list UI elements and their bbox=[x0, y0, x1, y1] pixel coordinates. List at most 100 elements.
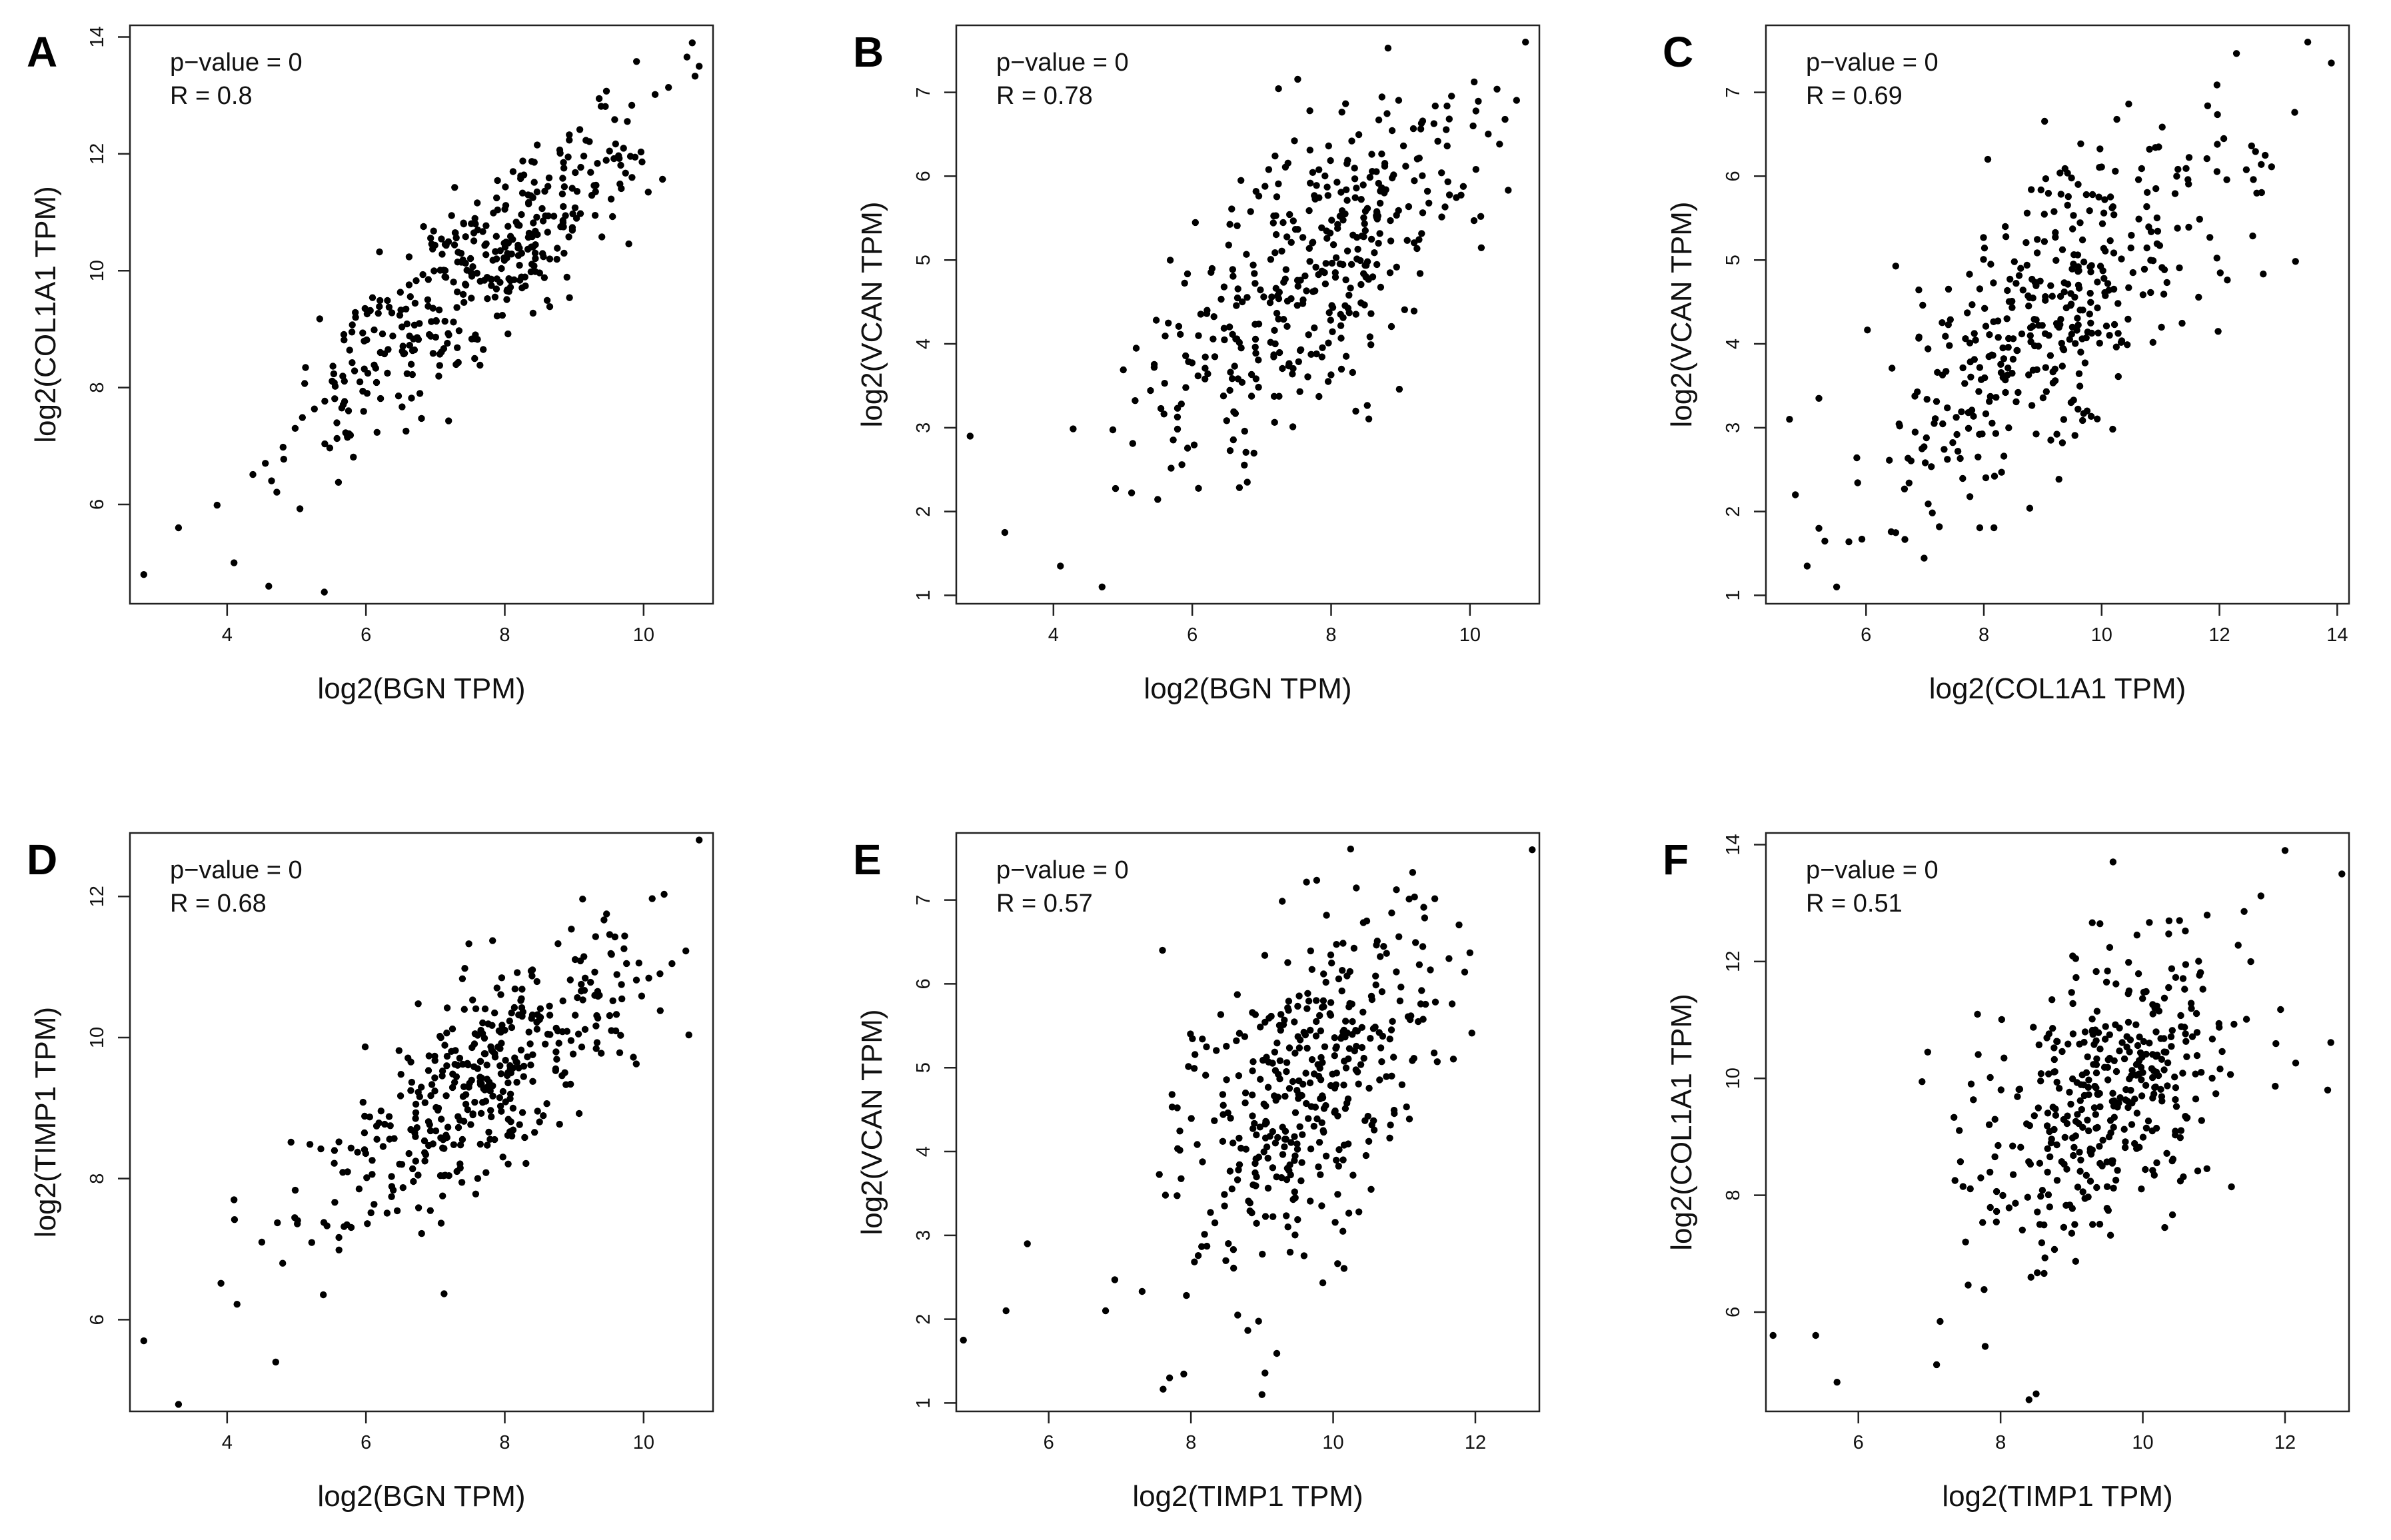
data-point bbox=[2138, 1076, 2145, 1084]
data-point bbox=[2327, 1039, 2334, 1046]
data-point bbox=[560, 183, 568, 191]
data-point bbox=[1957, 454, 1964, 462]
data-point bbox=[2100, 1064, 2108, 1071]
data-point bbox=[1992, 394, 2000, 401]
data-point bbox=[1168, 1091, 1176, 1098]
data-point bbox=[418, 1229, 425, 1237]
data-point bbox=[323, 1222, 331, 1229]
data-point bbox=[1340, 1082, 1347, 1089]
data-point bbox=[376, 303, 383, 311]
data-point bbox=[2125, 987, 2133, 995]
data-point bbox=[1374, 212, 1381, 220]
data-point bbox=[2004, 344, 2012, 351]
data-point bbox=[2074, 181, 2082, 188]
data-point bbox=[560, 159, 567, 166]
data-point bbox=[2214, 328, 2222, 335]
data-point bbox=[576, 210, 584, 217]
data-point bbox=[1219, 392, 1227, 400]
data-point bbox=[528, 1011, 536, 1019]
data-point bbox=[2048, 293, 2056, 300]
data-point bbox=[516, 222, 523, 229]
data-point bbox=[421, 1157, 428, 1165]
data-point bbox=[1293, 277, 1301, 284]
data-point bbox=[2152, 144, 2159, 151]
data-point bbox=[1273, 309, 1281, 317]
data-point bbox=[231, 559, 238, 566]
data-point bbox=[1188, 1115, 1195, 1122]
data-point bbox=[2070, 1152, 2077, 1159]
data-point bbox=[386, 1136, 393, 1143]
data-point bbox=[1293, 1140, 1301, 1148]
data-point bbox=[1281, 1136, 1289, 1143]
data-point bbox=[2078, 236, 2086, 244]
data-point bbox=[1377, 283, 1385, 291]
data-point bbox=[1433, 1058, 1441, 1066]
data-point bbox=[1393, 263, 1400, 271]
data-point bbox=[1901, 485, 1909, 492]
data-point bbox=[1309, 169, 1317, 176]
data-point bbox=[2075, 285, 2083, 292]
data-point bbox=[2002, 376, 2009, 384]
data-point bbox=[1393, 968, 1400, 976]
data-point bbox=[1472, 107, 1479, 115]
data-point bbox=[453, 1167, 460, 1175]
data-point bbox=[2060, 416, 2068, 423]
data-point bbox=[1430, 120, 1437, 127]
data-point bbox=[331, 1147, 339, 1154]
data-point bbox=[1264, 1184, 1272, 1192]
data-point bbox=[482, 240, 490, 247]
data-point bbox=[1991, 1153, 1998, 1161]
data-point bbox=[1276, 1057, 1284, 1065]
data-point bbox=[429, 350, 437, 357]
data-point bbox=[1493, 85, 1501, 93]
data-point bbox=[1226, 1167, 1234, 1175]
y-tick-label: 10 bbox=[87, 260, 108, 281]
data-point bbox=[426, 1121, 433, 1128]
data-point bbox=[2234, 942, 2242, 949]
data-point bbox=[2096, 1220, 2104, 1228]
data-point bbox=[506, 283, 514, 291]
data-point bbox=[1289, 365, 1297, 373]
data-point bbox=[410, 346, 418, 354]
data-point bbox=[616, 1049, 624, 1057]
data-point bbox=[1251, 335, 1259, 343]
data-point bbox=[1845, 538, 1853, 546]
data-point bbox=[492, 233, 500, 240]
data-point bbox=[2025, 303, 2032, 310]
data-point bbox=[1242, 1146, 1250, 1153]
data-point bbox=[421, 1099, 428, 1106]
data-point bbox=[2026, 504, 2034, 512]
data-point bbox=[2058, 439, 2066, 446]
data-point bbox=[2041, 330, 2049, 337]
data-point bbox=[2074, 315, 2081, 322]
plot-frame bbox=[955, 832, 1541, 1413]
data-point bbox=[1243, 294, 1251, 301]
data-point bbox=[1294, 75, 1301, 83]
data-point bbox=[2058, 1158, 2065, 1165]
data-point bbox=[412, 1115, 419, 1122]
data-point bbox=[1249, 1092, 1256, 1099]
data-point bbox=[1191, 1258, 1198, 1265]
data-point bbox=[2083, 407, 2091, 414]
data-point bbox=[558, 190, 566, 198]
data-point bbox=[2163, 279, 2170, 287]
data-point bbox=[431, 1052, 438, 1060]
data-point bbox=[2039, 394, 2047, 402]
data-point bbox=[514, 969, 521, 976]
data-point bbox=[2182, 961, 2190, 968]
data-point bbox=[1233, 294, 1241, 302]
data-point bbox=[2074, 405, 2082, 413]
data-point bbox=[595, 95, 603, 103]
data-point bbox=[1369, 168, 1376, 175]
data-point bbox=[1284, 1223, 1291, 1231]
data-point bbox=[341, 337, 348, 344]
data-point bbox=[398, 323, 406, 331]
data-point bbox=[2185, 154, 2193, 161]
data-point bbox=[462, 233, 469, 241]
data-point bbox=[1333, 941, 1340, 948]
data-point bbox=[1150, 361, 1158, 369]
data-point bbox=[1999, 1191, 2006, 1199]
data-point bbox=[1221, 1191, 1228, 1198]
x-axis-title: log2(BGN TPM) bbox=[317, 672, 525, 705]
